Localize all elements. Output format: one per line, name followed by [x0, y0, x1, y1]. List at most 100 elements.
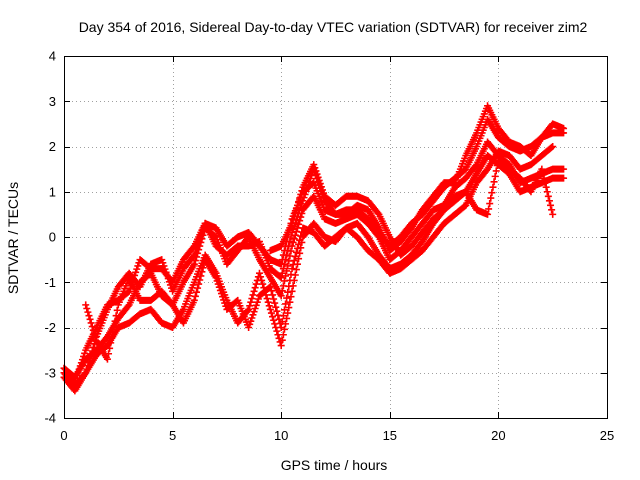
- data-point: [297, 232, 305, 240]
- data-point: [548, 143, 556, 151]
- data-point: [196, 276, 204, 284]
- data-point: [213, 277, 221, 285]
- data-point: [249, 291, 257, 299]
- data-point: [109, 328, 117, 336]
- data-point: [277, 342, 285, 350]
- data-point: [251, 284, 259, 292]
- data-point: [286, 238, 294, 246]
- data-point: [295, 240, 303, 248]
- data-point: [547, 201, 555, 209]
- y-tick-label: 1: [49, 184, 56, 199]
- data-point: [89, 326, 97, 334]
- data-point: [198, 268, 206, 276]
- data-point: [278, 287, 286, 295]
- data-point: [548, 206, 556, 214]
- data-point: [85, 312, 93, 320]
- data-point: [273, 327, 281, 335]
- data-point: [288, 287, 296, 295]
- data-point: [289, 238, 297, 246]
- data-point: [267, 309, 275, 317]
- data-point: [296, 217, 304, 225]
- data-point: [310, 161, 318, 169]
- data-point: [73, 371, 81, 379]
- data-point: [277, 324, 285, 331]
- series-track-e: [60, 102, 568, 390]
- data-point: [259, 280, 267, 288]
- data-point: [269, 291, 277, 299]
- data-point: [493, 162, 501, 170]
- data-point: [84, 362, 92, 370]
- data-point: [287, 293, 295, 301]
- data-point: [286, 298, 294, 306]
- data-point: [293, 244, 301, 252]
- data-point: [134, 262, 142, 270]
- data-point: [189, 243, 197, 251]
- data-point: [74, 368, 82, 376]
- y-axis-label: SDTVAR / TECUs: [5, 182, 21, 294]
- data-point: [543, 188, 551, 196]
- y-tick-label: 0: [49, 230, 56, 245]
- grid: [64, 56, 607, 418]
- data-point: [82, 301, 90, 309]
- data-point: [263, 295, 271, 303]
- data-point: [320, 189, 328, 197]
- data-point: [105, 350, 113, 358]
- y-tick-label: -1: [44, 275, 56, 290]
- series-track-f: [266, 156, 557, 259]
- data-point: [87, 319, 95, 327]
- data-point: [198, 229, 206, 237]
- data-point: [485, 205, 493, 213]
- data-point: [318, 186, 326, 194]
- data-point: [544, 192, 552, 200]
- data-point: [295, 220, 303, 228]
- data-point: [80, 352, 88, 360]
- x-tick-label: 20: [491, 428, 505, 443]
- data-point: [374, 209, 382, 217]
- data-point: [289, 225, 297, 233]
- data-point: [287, 271, 295, 279]
- data-point: [215, 283, 223, 291]
- data-point: [560, 174, 568, 182]
- y-tick-label: -2: [44, 320, 56, 335]
- data-point: [538, 165, 546, 173]
- data-point: [296, 206, 304, 214]
- data-point: [111, 317, 119, 325]
- data-point: [192, 288, 200, 296]
- x-tick-label: 10: [274, 428, 288, 443]
- data-point: [251, 304, 259, 312]
- data-point: [285, 282, 293, 290]
- data-point: [83, 365, 91, 373]
- data-point: [195, 238, 203, 246]
- x-tick-label: 0: [60, 428, 67, 443]
- data-point: [108, 333, 116, 341]
- y-tick-label: -3: [44, 365, 56, 380]
- data-point: [254, 295, 262, 303]
- data-point: [88, 347, 96, 355]
- data-point: [283, 251, 291, 259]
- data-point: [279, 331, 287, 339]
- data-point: [297, 190, 305, 198]
- data-point: [160, 262, 168, 270]
- data-point: [195, 280, 203, 288]
- data-point: [91, 336, 99, 344]
- data-point: [265, 302, 273, 310]
- data-point: [133, 265, 141, 273]
- x-tick-labels: 0 5 10 15 20 25: [60, 428, 614, 443]
- data-point: [81, 370, 89, 378]
- data-point: [289, 261, 297, 269]
- y-tick-labels: -4 -3 -2 -1 0 1 2 3 4: [44, 49, 56, 426]
- data-point: [276, 273, 284, 281]
- data-point: [107, 339, 115, 347]
- data-point: [190, 260, 198, 268]
- data-point: [305, 178, 313, 186]
- data-point: [290, 257, 298, 265]
- data-point: [311, 164, 319, 172]
- data-point: [269, 313, 277, 321]
- data-point: [124, 288, 132, 296]
- x-tick-label: 25: [600, 428, 614, 443]
- data-point: [292, 248, 300, 256]
- data-point: [253, 298, 261, 306]
- data-point: [492, 167, 500, 175]
- data-point: [217, 290, 225, 298]
- data-point: [112, 312, 120, 320]
